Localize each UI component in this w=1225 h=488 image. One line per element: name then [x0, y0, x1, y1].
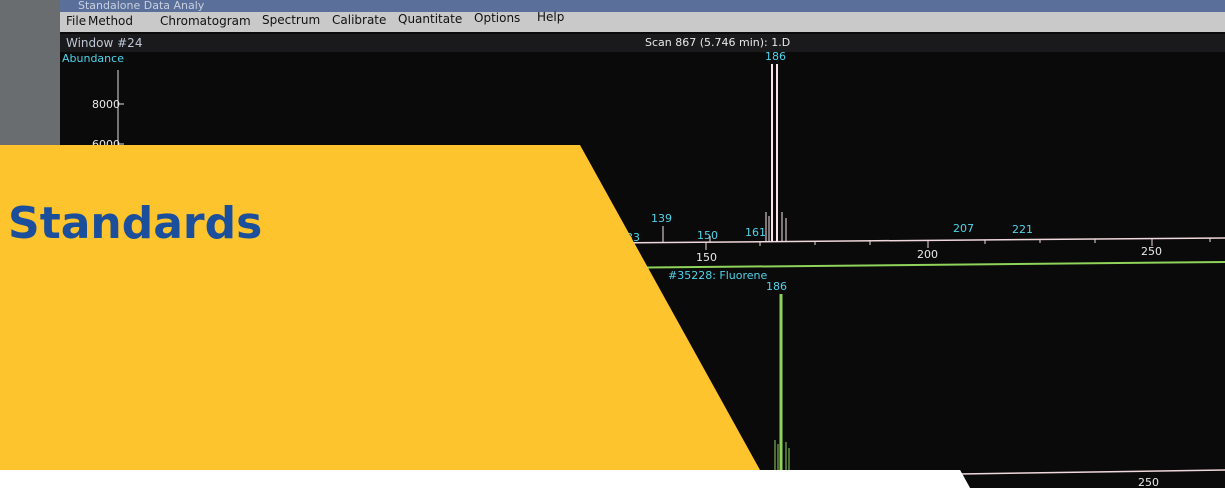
peaks — [662, 64, 787, 242]
banner-shape — [0, 145, 760, 470]
spectrum-title: #35228: Fluorene — [668, 269, 768, 282]
menu-item[interactable]: File — [66, 14, 86, 28]
y-tick-label: 8000 — [92, 98, 120, 111]
x-tick-label: 150 — [696, 251, 717, 264]
menu-item[interactable]: Quantitate — [398, 12, 462, 26]
peak-label: 186 — [765, 50, 786, 63]
x-tick-label: 250 — [1141, 245, 1162, 258]
peak-label: 221 — [1012, 223, 1033, 236]
peaks — [774, 294, 790, 470]
peak-label: 207 — [953, 222, 974, 235]
x-axis — [599, 237, 1225, 244]
menu-item[interactable]: Chromatogram — [160, 14, 251, 28]
spectrum-title: Scan 867 (5.746 min): 1.D — [645, 36, 790, 49]
peak-label: 161 — [745, 226, 766, 239]
x-tick-label: 250 — [1138, 476, 1159, 488]
menu-item[interactable]: Method — [88, 14, 133, 28]
menu-item[interactable]: Options — [474, 11, 520, 25]
menu-bar — [60, 12, 1225, 32]
title-bar — [60, 0, 1225, 12]
x-ticks — [705, 238, 1211, 250]
menu-item[interactable]: Spectrum — [262, 13, 320, 27]
peak-label: 139 — [651, 212, 672, 225]
heading: Standards — [8, 198, 262, 249]
subwindow-bar — [60, 34, 1225, 52]
menu-item[interactable]: Calibrate — [332, 13, 386, 27]
subwindow-title: Window #24 — [66, 36, 142, 50]
y-axis-label: Abundance — [62, 52, 124, 65]
peak-label: 150 — [697, 229, 718, 242]
window-title: Standalone Data Analy — [78, 0, 205, 12]
page-background — [0, 470, 970, 488]
divider — [599, 261, 1225, 269]
menu-item[interactable]: Help — [537, 10, 564, 24]
x-tick-label: 200 — [917, 248, 938, 261]
peak-label: 186 — [766, 280, 787, 293]
x-axis — [959, 469, 1225, 475]
